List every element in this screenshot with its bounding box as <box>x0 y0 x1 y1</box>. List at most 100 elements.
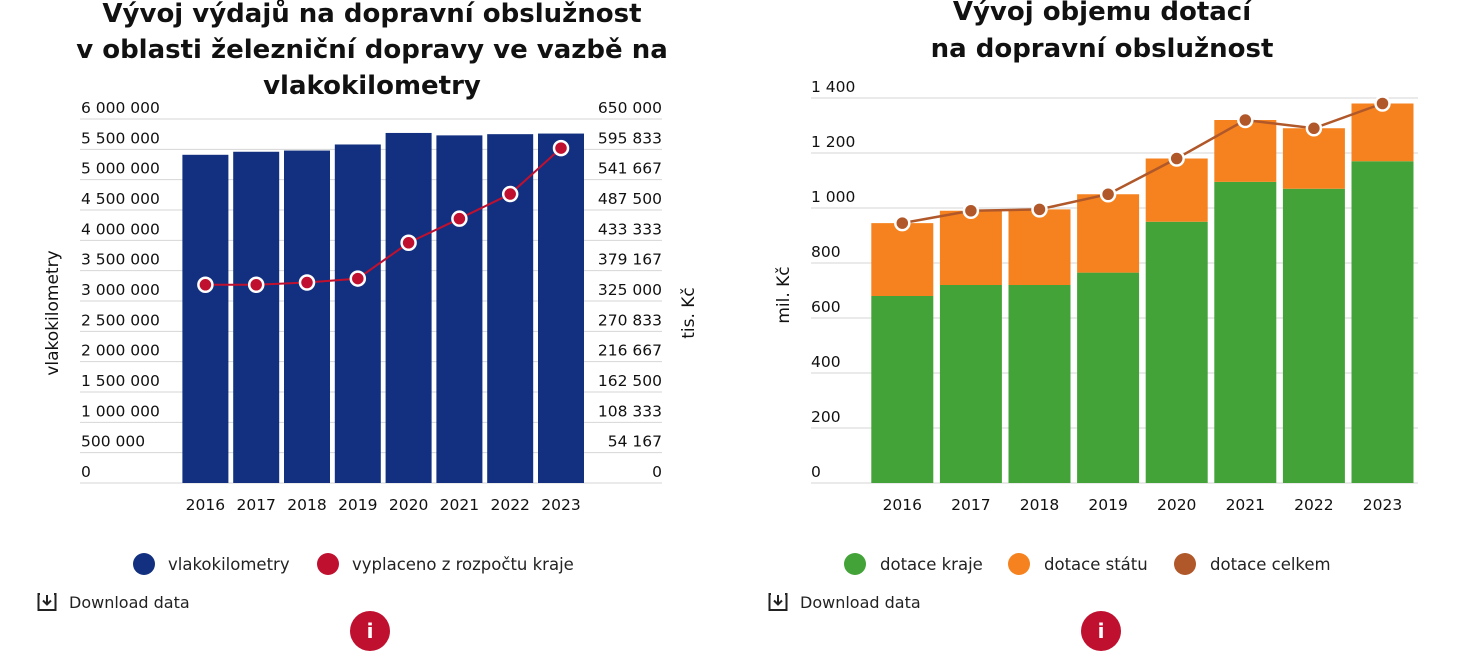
download-data-button-left[interactable]: Download data <box>37 592 190 612</box>
legend-label: vlakokilometry <box>168 555 290 574</box>
y-tick-label: 6 000 000 <box>81 99 160 117</box>
bar-vlakokilometry <box>334 144 381 484</box>
line-point <box>1031 201 1048 218</box>
x-tick-label: 2020 <box>389 496 428 514</box>
line-point <box>962 202 980 219</box>
line-point <box>501 185 519 203</box>
x-tick-label: 2016 <box>883 496 922 514</box>
y-tick-label: 800 <box>811 243 841 261</box>
line-point <box>1305 120 1323 137</box>
bar-dotace-statu <box>939 210 1002 285</box>
y-tick-label: 0 <box>811 463 821 481</box>
y-tick-label: 1 500 000 <box>81 372 160 390</box>
y-tick-label: 3 000 000 <box>81 281 160 299</box>
info-button-left[interactable]: i <box>350 611 390 651</box>
bar-dotace-kraje <box>1351 161 1414 483</box>
y-tick-label: 0 <box>81 463 91 481</box>
line-point <box>894 214 911 232</box>
bar-vlakokilometry <box>233 151 280 483</box>
chart-title-line: na dopravní obslužnost <box>931 34 1274 64</box>
download-icon <box>37 593 57 611</box>
chart-panel-left: Vývoj výdajů na dopravní obslužnost v obl… <box>0 0 735 669</box>
y-tick-label: 1 400 <box>811 78 855 96</box>
bar-dotace-statu <box>1145 158 1208 222</box>
bar-dotace-statu <box>1351 103 1414 162</box>
x-tick-label: 2022 <box>490 496 529 514</box>
bar-dotace-kraje <box>1008 285 1071 483</box>
y2-tick-label: 270 833 <box>598 311 662 329</box>
line-point <box>197 276 214 294</box>
bar-dotace-kraje <box>1214 181 1277 483</box>
y-tick-label: 5 500 000 <box>81 129 160 147</box>
y-tick-label: 600 <box>811 298 841 316</box>
x-tick-label: 2017 <box>951 496 990 514</box>
bar-dotace-kraje <box>1145 221 1208 483</box>
download-icon <box>768 593 788 611</box>
line-point <box>247 276 265 294</box>
y-tick-label: 1 000 000 <box>81 402 160 420</box>
x-tick-label: 2019 <box>338 496 377 514</box>
info-button-right[interactable]: i <box>1081 611 1121 651</box>
y2-tick-label: 108 333 <box>598 402 662 420</box>
line-point <box>298 274 316 291</box>
y-tick-label: 4 500 000 <box>81 190 160 208</box>
y-tick-label: 4 000 000 <box>81 220 160 238</box>
bar-dotace-kraje <box>1282 188 1345 483</box>
x-tick-label: 2018 <box>287 496 326 514</box>
bar-dotace-kraje <box>1077 272 1140 483</box>
y-axis-label: vlakokilometry <box>43 250 63 375</box>
line-point <box>400 234 417 252</box>
y2-tick-label: 379 167 <box>598 251 662 269</box>
x-tick-label: 2022 <box>1294 496 1333 514</box>
chart-right-svg: Vývoj objemu dotací na dopravní obslužnos… <box>774 0 1418 575</box>
y-tick-label: 2 500 000 <box>81 311 160 329</box>
bar-dotace-statu <box>1077 194 1140 273</box>
y2-tick-label: 433 333 <box>598 220 662 238</box>
y-tick-label: 2 000 000 <box>81 342 160 360</box>
y2-tick-label: 650 000 <box>598 99 662 117</box>
y2-tick-label: 0 <box>652 463 662 481</box>
y-tick-label: 200 <box>811 408 841 426</box>
bar-vlakokilometry <box>538 133 584 483</box>
legend-label: dotace státu <box>1044 555 1148 574</box>
line-point <box>1099 186 1117 203</box>
y2-tick-label: 541 667 <box>598 160 662 178</box>
bar-dotace-statu <box>1282 128 1345 189</box>
legend-marker <box>844 553 866 575</box>
y2-tick-label: 162 500 <box>598 372 662 390</box>
y-tick-label: 1 200 <box>811 133 855 151</box>
x-tick-label: 2016 <box>186 496 225 514</box>
bar-dotace-statu <box>1214 120 1277 182</box>
legend-marker <box>1174 553 1196 575</box>
legend-label: dotace kraje <box>880 555 983 574</box>
y2-tick-label: 54 167 <box>608 433 662 451</box>
y-tick-label: 5 000 000 <box>81 160 160 178</box>
legend-marker <box>317 553 339 575</box>
y2-tick-label: 487 500 <box>598 190 662 208</box>
chart-title-line: vlakokilometry <box>263 71 481 101</box>
legend-marker <box>1008 553 1030 575</box>
download-data-label: Download data <box>69 592 190 612</box>
bar-vlakokilometry <box>385 132 432 483</box>
line-point <box>451 210 468 227</box>
bar-dotace-statu <box>1008 209 1071 285</box>
bar-vlakokilometry <box>436 135 483 483</box>
info-icon: i <box>1097 619 1105 643</box>
chart-title-line: Vývoj výdajů na dopravní obslužnost <box>102 0 641 29</box>
line-vyplaceno <box>205 147 562 286</box>
x-tick-label: 2023 <box>541 496 580 514</box>
y-tick-label: 400 <box>811 353 841 371</box>
y2-tick-label: 595 833 <box>598 129 662 147</box>
x-tick-label: 2021 <box>1226 496 1265 514</box>
download-data-button-right[interactable]: Download data <box>768 592 921 612</box>
y-tick-label: 1 000 <box>811 188 855 206</box>
download-data-label: Download data <box>800 592 921 612</box>
chart-title-line: Vývoj objemu dotací <box>953 0 1253 27</box>
y2-tick-label: 216 667 <box>598 342 662 360</box>
line-dotace-celkem <box>902 102 1383 225</box>
bar-vlakokilometry <box>284 150 330 483</box>
bar-dotace-statu <box>871 223 934 296</box>
line-point <box>552 139 570 157</box>
y-axis-label: mil. Kč <box>774 266 794 323</box>
line-point <box>349 270 367 287</box>
